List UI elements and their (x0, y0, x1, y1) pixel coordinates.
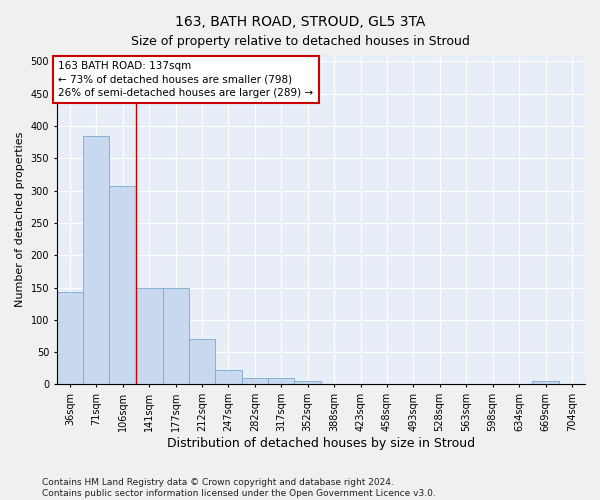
Bar (109, 186, 136, 384)
Bar (136, 288, 163, 384)
Bar (189, 339, 215, 384)
Bar (268, 378, 294, 384)
Bar (163, 288, 189, 384)
Text: 163 BATH ROAD: 137sqm
← 73% of detached houses are smaller (798)
26% of semi-det: 163 BATH ROAD: 137sqm ← 73% of detached … (58, 62, 313, 98)
Text: 163, BATH ROAD, STROUD, GL5 3TA: 163, BATH ROAD, STROUD, GL5 3TA (175, 15, 425, 29)
Text: Size of property relative to detached houses in Stroud: Size of property relative to detached ho… (131, 35, 469, 48)
Text: Contains HM Land Registry data © Crown copyright and database right 2024.
Contai: Contains HM Land Registry data © Crown c… (42, 478, 436, 498)
Bar (242, 378, 268, 384)
Bar (294, 381, 321, 384)
X-axis label: Distribution of detached houses by size in Stroud: Distribution of detached houses by size … (167, 437, 475, 450)
Bar (57, 292, 83, 384)
Bar (83, 136, 109, 384)
Bar (532, 381, 559, 384)
Bar (215, 370, 242, 384)
Y-axis label: Number of detached properties: Number of detached properties (15, 132, 25, 308)
